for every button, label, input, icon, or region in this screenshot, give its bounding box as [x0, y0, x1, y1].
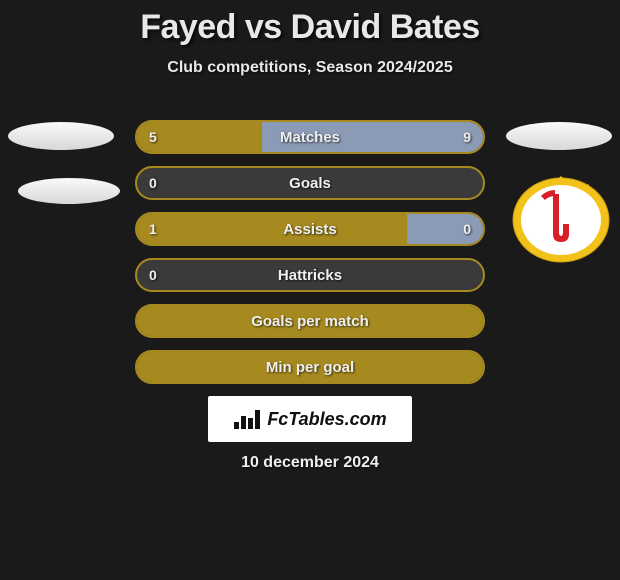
bar-chart-icon: [233, 408, 261, 430]
club-crest-right: [510, 176, 612, 264]
footer-brand-text: FcTables.com: [267, 409, 386, 430]
stat-label: Min per goal: [137, 352, 483, 382]
player-left-placeholder-1: [8, 122, 114, 150]
footer-brand-badge[interactable]: FcTables.com: [208, 396, 412, 442]
stat-row-matches: 5 Matches 9: [135, 120, 485, 154]
stat-row-gpm: Goals per match: [135, 304, 485, 338]
stat-label: Matches: [137, 122, 483, 152]
stat-row-assists: 1 Assists 0: [135, 212, 485, 246]
stat-label: Goals per match: [137, 306, 483, 336]
stat-row-goals: 0 Goals: [135, 166, 485, 200]
stat-value-right: 9: [463, 122, 471, 152]
subtitle: Club competitions, Season 2024/2025: [0, 59, 620, 77]
page-title: Fayed vs David Bates: [0, 0, 620, 47]
stat-label: Assists: [137, 214, 483, 244]
stats-container: 5 Matches 9 0 Goals 1 Assists 0 0 Hattri…: [135, 120, 485, 396]
stat-label: Hattricks: [137, 260, 483, 290]
stat-row-hattricks: 0 Hattricks: [135, 258, 485, 292]
date-text: 10 december 2024: [0, 454, 620, 472]
stat-row-mpg: Min per goal: [135, 350, 485, 384]
player-left-placeholder-2: [18, 178, 120, 204]
stat-value-right: 0: [463, 214, 471, 244]
stat-label: Goals: [137, 168, 483, 198]
player-right-placeholder-1: [506, 122, 612, 150]
